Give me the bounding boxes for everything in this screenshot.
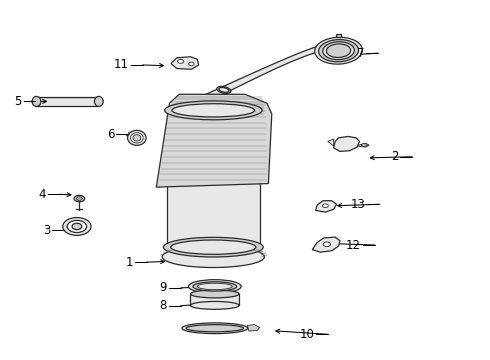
Ellipse shape <box>162 246 265 267</box>
Ellipse shape <box>189 280 241 293</box>
Ellipse shape <box>163 237 263 257</box>
Text: 1: 1 <box>125 256 133 269</box>
Polygon shape <box>316 201 337 212</box>
Polygon shape <box>36 97 99 106</box>
Ellipse shape <box>182 323 247 334</box>
Polygon shape <box>328 139 334 146</box>
Ellipse shape <box>323 44 333 49</box>
Text: 2: 2 <box>391 150 398 163</box>
Ellipse shape <box>197 283 232 290</box>
Ellipse shape <box>191 301 239 309</box>
Ellipse shape <box>186 325 244 332</box>
Text: 4: 4 <box>39 188 46 201</box>
Text: 9: 9 <box>160 282 167 294</box>
Ellipse shape <box>32 96 41 107</box>
Polygon shape <box>359 144 369 147</box>
Ellipse shape <box>127 130 146 145</box>
Text: 10: 10 <box>299 328 314 341</box>
Ellipse shape <box>323 242 331 247</box>
Text: 12: 12 <box>346 239 361 252</box>
Ellipse shape <box>219 87 229 92</box>
Polygon shape <box>156 94 272 187</box>
Ellipse shape <box>189 62 194 66</box>
Ellipse shape <box>322 204 328 207</box>
Polygon shape <box>206 41 338 98</box>
Ellipse shape <box>67 220 87 233</box>
Ellipse shape <box>95 96 103 107</box>
Ellipse shape <box>217 86 231 94</box>
Text: 3: 3 <box>43 224 50 237</box>
Ellipse shape <box>191 290 239 298</box>
Ellipse shape <box>323 42 354 60</box>
Polygon shape <box>312 237 340 252</box>
Ellipse shape <box>315 37 363 64</box>
Ellipse shape <box>362 144 368 147</box>
Text: 7: 7 <box>357 47 365 60</box>
Ellipse shape <box>326 44 351 58</box>
Ellipse shape <box>172 104 255 117</box>
Text: 13: 13 <box>351 198 366 211</box>
Polygon shape <box>191 294 239 305</box>
Ellipse shape <box>133 135 141 141</box>
Ellipse shape <box>318 40 359 62</box>
Polygon shape <box>171 57 199 69</box>
Ellipse shape <box>130 133 143 143</box>
Ellipse shape <box>72 223 82 230</box>
Ellipse shape <box>76 197 82 201</box>
Ellipse shape <box>167 240 260 256</box>
Ellipse shape <box>165 101 262 120</box>
Ellipse shape <box>321 43 335 50</box>
Polygon shape <box>334 136 360 152</box>
Polygon shape <box>247 325 260 331</box>
Polygon shape <box>336 33 341 37</box>
Text: 8: 8 <box>160 299 167 312</box>
Ellipse shape <box>193 282 237 291</box>
Text: 5: 5 <box>15 95 22 108</box>
Ellipse shape <box>177 59 184 63</box>
Ellipse shape <box>167 102 260 118</box>
Ellipse shape <box>171 240 256 254</box>
Polygon shape <box>167 111 260 248</box>
Ellipse shape <box>63 217 91 235</box>
Text: 6: 6 <box>107 128 115 141</box>
Text: 11: 11 <box>114 58 129 72</box>
Ellipse shape <box>74 195 85 202</box>
